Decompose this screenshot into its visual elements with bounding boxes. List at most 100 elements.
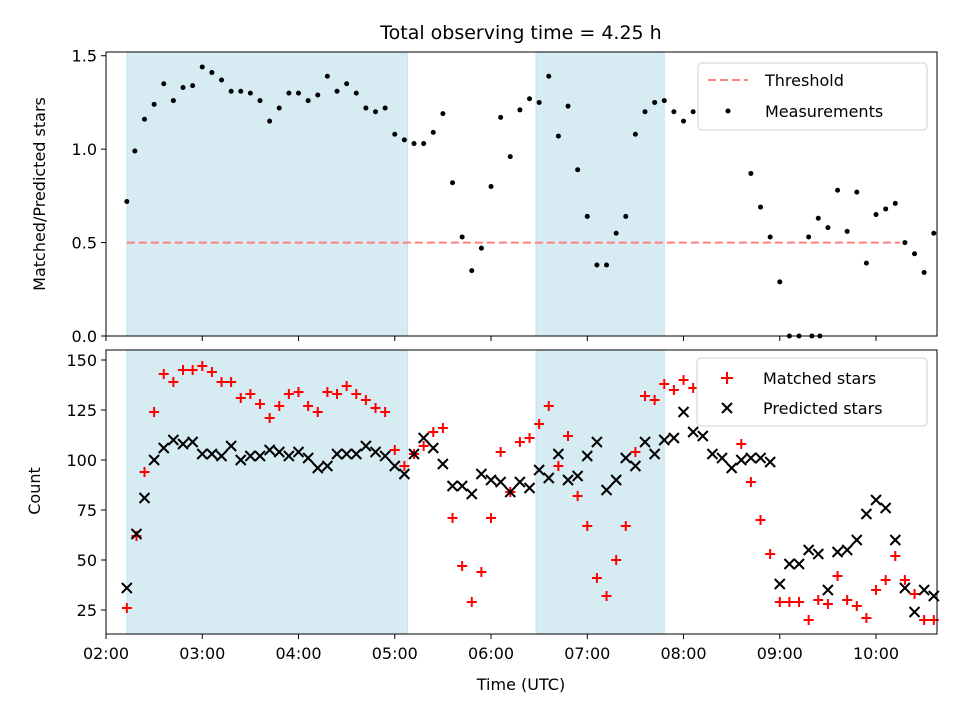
bottom-matched-point	[216, 377, 227, 387]
top-measurement-point	[190, 83, 196, 89]
bottom-predicted-point	[196, 448, 208, 460]
top-measurement-point	[199, 64, 205, 70]
bottom-predicted-point	[121, 582, 133, 594]
bottom-predicted-point	[774, 578, 786, 590]
bottom-ytick-label: 100	[66, 451, 97, 470]
top-measurement-point	[324, 73, 330, 79]
bottom-panel-ylabel: Count	[25, 467, 44, 515]
bottom-predicted-point	[533, 464, 545, 476]
bottom-matched-point	[851, 601, 862, 611]
bottom-predicted-point	[918, 584, 930, 596]
top-measurement-point	[478, 245, 484, 251]
top-measurement-point	[296, 90, 302, 96]
bottom-matched-point	[919, 615, 930, 625]
bottom-predicted-point	[793, 558, 805, 570]
top-shaded-interval	[535, 51, 665, 337]
top-panel-ylabel: Matched/Predicted stars	[30, 97, 49, 291]
bottom-predicted-point	[340, 448, 353, 460]
bottom-matched-point	[283, 389, 294, 399]
bottom-predicted-point	[485, 474, 497, 486]
bottom-predicted-point	[523, 482, 536, 494]
bottom-matched-point	[149, 407, 160, 417]
bottom-predicted-point	[263, 444, 276, 456]
top-measurement-point	[555, 133, 561, 139]
bottom-predicted-point	[312, 462, 324, 474]
top-measurement-point	[401, 137, 407, 143]
top-measurement-point	[921, 269, 927, 275]
bottom-predicted-point	[562, 474, 574, 486]
top-measurement-point	[652, 99, 658, 105]
bottom-legend: Matched stars Predicted stars	[696, 357, 928, 427]
top-measurement-point	[469, 268, 475, 274]
bottom-matched-point	[909, 589, 920, 599]
bottom-matched-point	[688, 383, 699, 393]
top-measurement-point	[806, 234, 812, 240]
top-panel: 0.0 0.5 1.0 1.5	[72, 47, 938, 346]
bottom-matched-point	[803, 615, 814, 625]
bottom-matched-point	[861, 613, 872, 623]
bottom-matched-point	[293, 387, 304, 397]
bottom-matched-point	[206, 367, 217, 377]
bottom-matched-point	[534, 419, 545, 429]
bottom-predicted-point	[273, 446, 285, 458]
bottom-predicted-point	[138, 492, 151, 504]
top-measurement-point	[835, 187, 841, 193]
bottom-matched-point	[659, 379, 670, 389]
bottom-predicted-point	[822, 584, 834, 596]
bottom-predicted-point	[851, 534, 863, 546]
bottom-predicted-point	[225, 440, 237, 452]
bottom-predicted-point	[302, 452, 314, 464]
bottom-predicted-point	[148, 454, 160, 466]
top-measurement-point	[392, 131, 398, 137]
top-ytick-label: 0.0	[72, 327, 97, 346]
bottom-predicted-point	[350, 448, 362, 460]
top-measurement-point	[286, 90, 292, 96]
top-measurement-point	[430, 129, 436, 135]
bottom-predicted-point	[283, 450, 295, 462]
bottom-matched-point	[514, 437, 525, 447]
measurements-legend-label: Measurements	[765, 102, 883, 121]
bottom-predicted-point	[321, 460, 334, 472]
bottom-predicted-point	[494, 476, 507, 488]
bottom-matched-point	[630, 447, 641, 457]
bottom-predicted-point	[369, 446, 382, 458]
bottom-matched-point	[745, 477, 756, 487]
bottom-panel-xlabel: Time (UTC)	[476, 675, 565, 694]
bottom-predicted-point	[802, 544, 815, 556]
top-measurement-point	[527, 96, 533, 102]
bottom-matched-point	[245, 389, 256, 399]
bottom-predicted-point	[466, 488, 478, 500]
bottom-panel: 25 50 75 100 125 150 02:00 03:00 04:00 05:00 06:00…	[66, 349, 940, 663]
bottom-axes-frame	[105, 349, 938, 635]
bottom-predicted-point	[899, 582, 911, 594]
top-measurement-point	[257, 98, 263, 104]
bottom-matched-point	[601, 591, 612, 601]
top-measurement-point	[767, 234, 773, 240]
bottom-matched-point	[399, 461, 410, 471]
bottom-ytick-label: 50	[77, 551, 97, 570]
bottom-predicted-point	[215, 450, 228, 462]
top-measurement-point	[815, 215, 821, 221]
bottom-matched-point	[351, 389, 362, 399]
top-measurement-point	[661, 98, 667, 104]
top-measurement-point	[777, 279, 783, 285]
bottom-predicted-point	[398, 468, 411, 480]
top-measurement-point	[863, 260, 869, 266]
top-measurement-point	[267, 118, 273, 124]
top-measurement-point	[517, 107, 523, 113]
bottom-matched-point	[563, 431, 574, 441]
bottom-matched-point	[572, 491, 583, 501]
bottom-predicted-point	[331, 448, 343, 460]
bottom-predicted-point	[639, 436, 651, 448]
top-measurement-point	[132, 148, 138, 154]
bottom-predicted-point	[235, 454, 247, 466]
bottom-predicted-point	[860, 508, 873, 520]
top-measurement-point	[450, 180, 456, 186]
bottom-predicted-point	[870, 494, 882, 506]
matched-stars-legend-label: Matched stars	[763, 369, 876, 388]
top-measurement-point	[247, 90, 253, 96]
top-measurement-point	[161, 81, 167, 87]
top-measurement-point	[912, 251, 918, 257]
bottom-predicted-point	[408, 448, 420, 460]
